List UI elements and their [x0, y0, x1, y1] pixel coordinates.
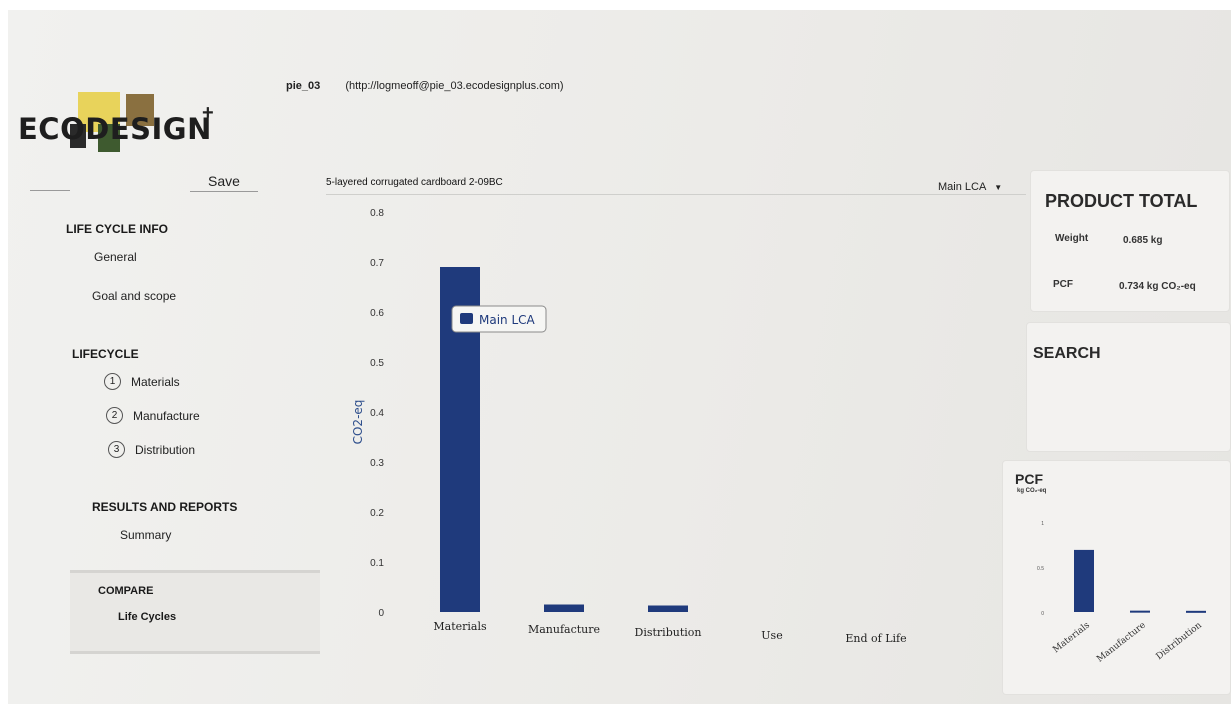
y-tick-label: 0.4: [370, 408, 384, 419]
search-panel[interactable]: SEARCH: [1026, 322, 1231, 452]
legend-box: [451, 305, 547, 333]
lca-selector[interactable]: Main LCA ▼: [938, 181, 1002, 193]
app-logo-text: ECODESIGN: [18, 112, 212, 146]
step-number: 2: [106, 407, 123, 424]
nav-section-lifecycle: LIFECYCLE: [72, 347, 139, 361]
product-total-panel: PRODUCT TOTAL Weight 0.685 kg PCF 0.734 …: [1030, 170, 1230, 312]
nav-item-general[interactable]: General: [94, 250, 137, 264]
y-tick-label: 0.3: [370, 458, 384, 469]
caret-down-icon: ▼: [994, 182, 1003, 192]
mini-x-tick-label: Distribution: [1155, 620, 1204, 662]
account-user: pie_03: [286, 80, 321, 92]
mini-y-tick-label: 0: [1041, 611, 1044, 617]
step-label: Materials: [131, 374, 180, 389]
mini-x-tick-label: Manufacture: [1095, 620, 1148, 664]
app-logo-plus: +: [202, 102, 214, 124]
compare-section: COMPARE Life Cycles: [70, 570, 320, 654]
nav-item-life-cycles[interactable]: Life Cycles: [118, 611, 177, 623]
screen: ECODESIGN + pie_03 (http://logmeoff@pie_…: [8, 10, 1231, 704]
nav-step-materials[interactable]: 1 Materials: [104, 373, 180, 390]
pcf-label: PCF: [1053, 279, 1073, 290]
weight-value: 0.685 kg: [1123, 235, 1163, 246]
x-tick-label: Materials: [433, 620, 487, 633]
nav-item-goal-and-scope[interactable]: Goal and scope: [92, 289, 177, 303]
pcf-mini-chart: 0 0.5 1 Materials Manufacture Distribution: [1037, 521, 1206, 665]
x-tick-label: Manufacture: [528, 623, 600, 636]
co2-bar-chart: 0 0.1 0.2 0.3 0.4 0.5 0.6 0.7 0.8 CO2-eq Materials…: [351, 208, 907, 645]
lca-selector-value: Main LCA: [938, 181, 987, 193]
mini-x-tick-label: Materials: [1051, 620, 1092, 655]
mini-bar-distribution: [1186, 610, 1206, 613]
step-number: 3: [108, 441, 125, 458]
account-url[interactable]: (http://logmeoff@pie_03.ecodesignplus.co…: [345, 80, 564, 92]
pcf-panel-unit: kg CO₂-eq: [1017, 488, 1047, 494]
legend-swatch: [460, 313, 473, 324]
mini-bar-manufacture: [1130, 610, 1150, 613]
step-label: Distribution: [135, 442, 196, 457]
y-tick-label: 0.1: [370, 558, 384, 569]
save-button[interactable]: Save: [190, 170, 258, 192]
nav-step-manufacture[interactable]: 2 Manufacture: [106, 407, 200, 424]
nav-section-results: RESULTS AND REPORTS: [92, 500, 238, 514]
app-logo[interactable]: ECODESIGN +: [18, 58, 258, 152]
y-axis-label: CO2-eq: [351, 400, 365, 445]
divider: [326, 194, 1026, 195]
product-name: 5-layered corrugated cardboard 2-09BC: [326, 177, 503, 188]
product-total-title: PRODUCT TOTAL: [1045, 191, 1198, 211]
bar-distribution: [648, 605, 688, 612]
search-title: SEARCH: [1033, 345, 1101, 362]
x-tick-label: Use: [761, 629, 782, 642]
divider: [30, 190, 70, 191]
nav-section-life-cycle-info: LIFE CYCLE INFO: [66, 222, 168, 236]
step-label: Manufacture: [133, 408, 200, 423]
weight-label: Weight: [1055, 233, 1089, 244]
legend-label: Main LCA: [479, 313, 536, 327]
nav-section-compare: COMPARE: [98, 585, 154, 597]
pcf-panel: PCF kg CO₂-eq: [1002, 460, 1231, 695]
x-tick-label: End of Life: [845, 632, 906, 645]
bar-manufacture: [544, 604, 584, 612]
account-info: pie_03 (http://logmeoff@pie_03.ecodesign…: [286, 80, 564, 92]
mini-y-tick-label: 1: [1041, 521, 1044, 527]
nav-item-summary[interactable]: Summary: [120, 528, 172, 542]
y-tick-label: 0.5: [370, 358, 384, 369]
y-tick-label: 0: [378, 608, 384, 619]
mini-y-tick-label: 0.5: [1037, 566, 1044, 572]
y-tick-label: 0.6: [370, 308, 384, 319]
pcf-value: 0.734 kg CO₂-eq: [1119, 281, 1196, 292]
x-tick-label: Distribution: [635, 626, 702, 639]
step-number: 1: [104, 373, 121, 390]
pcf-panel-title: PCF: [1015, 471, 1043, 487]
nav-step-distribution[interactable]: 3 Distribution: [108, 441, 195, 458]
y-tick-label: 0.2: [370, 508, 384, 519]
y-tick-label: 0.8: [370, 208, 384, 219]
mini-bar-materials: [1074, 549, 1094, 612]
y-tick-label: 0.7: [370, 258, 384, 269]
